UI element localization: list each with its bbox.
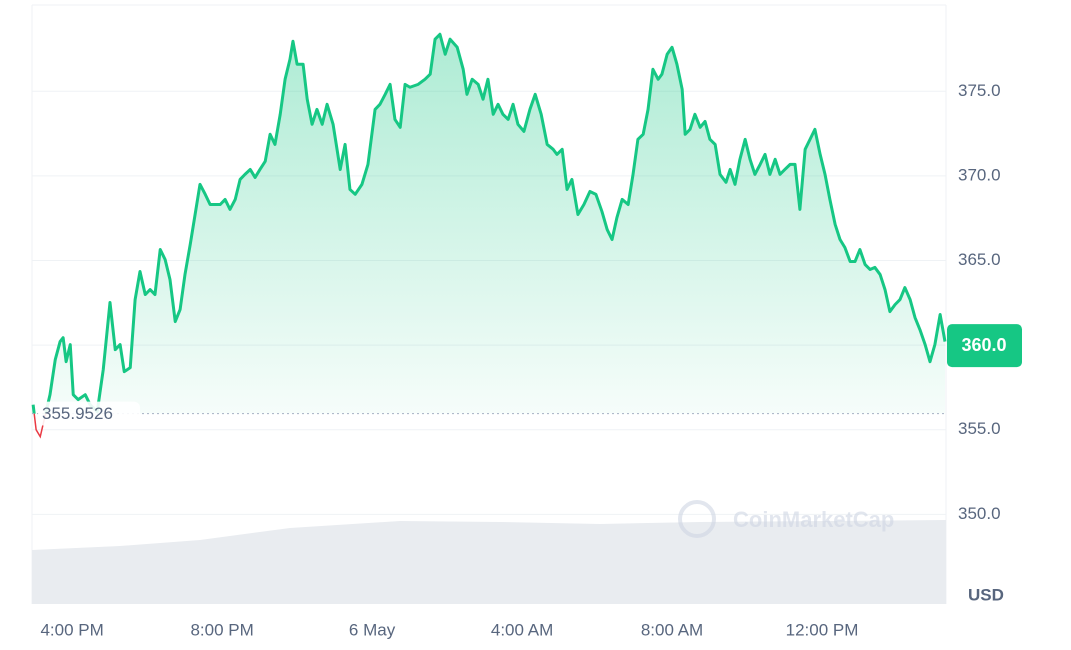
x-tick-label: 12:00 PM [786, 620, 859, 639]
volume-area [32, 520, 946, 604]
y-tick-label: 355.0 [958, 419, 1001, 438]
current-price-label: 360.0 [961, 335, 1006, 355]
current-price-badge [947, 324, 1022, 368]
y-tick-label: 350.0 [958, 504, 1001, 523]
x-tick-label: 4:00 PM [40, 620, 103, 639]
x-tick-label: 6 May [349, 620, 396, 639]
x-tick-label: 4:00 AM [491, 620, 553, 639]
y-tick-label: 370.0 [958, 165, 1001, 184]
reference-label: 355.9526 [42, 404, 113, 423]
price-area [33, 34, 945, 414]
watermark-text: CoinMarketCap [733, 507, 894, 532]
currency-label: USD [968, 585, 1004, 604]
x-tick-label: 8:00 AM [641, 620, 703, 639]
price-line [31, 32, 947, 414]
y-tick-label: 365.0 [958, 250, 1001, 269]
reference-label-bg [38, 401, 140, 426]
watermark-logo [678, 500, 716, 538]
x-tick-label: 8:00 PM [190, 620, 253, 639]
y-tick-label: 375.0 [958, 81, 1001, 100]
watermark: CoinMarketCap [678, 500, 894, 538]
